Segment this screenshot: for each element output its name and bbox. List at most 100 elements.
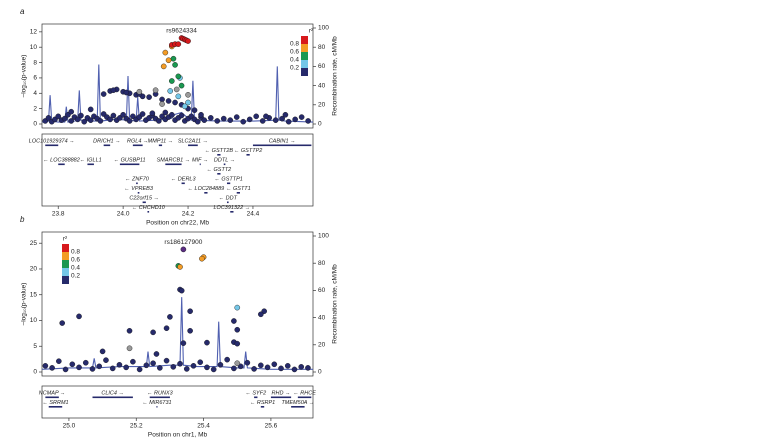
snp-point (139, 111, 146, 117)
gene-span (119, 163, 140, 166)
gene-span (92, 396, 133, 399)
snp-point (81, 118, 87, 125)
gene-label: ← RHCE (293, 390, 316, 396)
snp-point (99, 348, 106, 355)
legend-swatch (62, 252, 69, 260)
snp-point (68, 108, 75, 115)
y-axis-label: –log₁₀(p-value) (21, 283, 28, 326)
gene-label: ← GSTT1 (226, 186, 251, 192)
gene-span (217, 154, 221, 156)
snp-point (78, 112, 84, 119)
snp-point (258, 362, 264, 369)
gene-span (291, 406, 305, 408)
y-tick-label: 0 (33, 369, 37, 376)
gene-span (223, 163, 226, 166)
snp-point (59, 320, 65, 326)
snp-point (89, 366, 96, 372)
y-tick-label: 20 (30, 266, 38, 273)
snp-point (231, 365, 237, 372)
gene-span (254, 396, 258, 399)
snp-point (217, 361, 224, 368)
snp-point (251, 366, 257, 372)
gene-label: ← VPREB3 (124, 186, 154, 192)
gene-span (226, 201, 229, 204)
recombination-line (41, 297, 313, 370)
y2-tick-label: 80 (318, 260, 326, 267)
snp-point (42, 363, 49, 369)
snp-point (123, 364, 129, 371)
x-axis-label: Position on chr1, Mb (148, 432, 208, 439)
snp-point (183, 366, 190, 372)
snp-point (68, 118, 75, 124)
gene-label: LOC391322 → (214, 205, 251, 211)
snp-point (291, 366, 298, 373)
gene-label: ← GUSBP11 (114, 157, 146, 163)
gene-span (156, 406, 158, 408)
snp-point (170, 55, 177, 62)
gene-span (204, 192, 208, 194)
snp-point (103, 357, 109, 363)
snp-point (143, 362, 150, 369)
gene-span (158, 144, 163, 147)
snp-point (234, 304, 241, 311)
legend-swatch (301, 52, 308, 60)
snp-point (136, 88, 143, 95)
gene-span (181, 182, 185, 185)
gene-label: ← DERL3 (171, 176, 197, 182)
snp-point (199, 255, 205, 262)
gene-span (147, 211, 150, 213)
y2-tick-label: 40 (318, 82, 326, 89)
y-tick-label: 12 (30, 29, 38, 36)
gene-label: ← GSTTP1 (214, 176, 242, 182)
snp-point (185, 38, 191, 44)
snp-point (126, 345, 133, 352)
y-tick-label: 15 (30, 291, 38, 298)
snp-point (123, 89, 130, 96)
snp-point (175, 73, 182, 80)
gene-span (297, 396, 312, 399)
snp-point (163, 357, 170, 364)
snp-point (279, 115, 285, 122)
gene-box (41, 385, 314, 419)
snp-point (69, 361, 76, 368)
snp-point (187, 327, 193, 334)
snp-point (178, 287, 185, 294)
snp-point (284, 363, 291, 369)
gene-label: ← GSTT2B (205, 148, 234, 154)
x-tick-label: 25.6 (265, 423, 278, 430)
gene-span (45, 396, 59, 399)
gene-span (260, 406, 265, 408)
x-tick-label: 23.8 (52, 211, 65, 218)
gene-span (236, 192, 240, 194)
snp-point (214, 118, 221, 124)
legend-swatch (62, 244, 69, 252)
gene-label: ← LOC388882 (43, 157, 80, 163)
y2-axis-label: Recombination rate, cM/Mb (332, 36, 339, 116)
legend-swatch (62, 276, 69, 284)
snp-point (194, 118, 201, 125)
legend-tick-label: 0.8 (71, 249, 80, 256)
y-tick-label: 4 (33, 90, 37, 97)
snp-point (163, 325, 170, 332)
gene-span (270, 396, 292, 399)
gene-span (58, 163, 65, 166)
gene-label: ← DDT (219, 195, 238, 201)
snp-point (224, 356, 230, 363)
snp-point (259, 118, 266, 124)
legend-title: r² (309, 28, 314, 35)
gene-span (246, 154, 250, 156)
gene-span (226, 182, 231, 185)
snp-point (191, 107, 198, 113)
legend-swatch (301, 36, 308, 44)
legend-swatch (62, 268, 69, 276)
snp-point (136, 366, 143, 373)
y-tick-label: 10 (30, 44, 38, 51)
snp-point (87, 117, 94, 123)
legend-swatch (301, 68, 308, 76)
gene-label: ← GSTTP2 (234, 148, 262, 154)
y2-tick-label: 20 (318, 342, 326, 349)
gene-label: MMP11 → (148, 138, 174, 144)
legend-tick-label: 0.2 (71, 273, 80, 280)
gene-label: LOC101929374 → (29, 138, 75, 144)
snp-point (278, 365, 284, 372)
